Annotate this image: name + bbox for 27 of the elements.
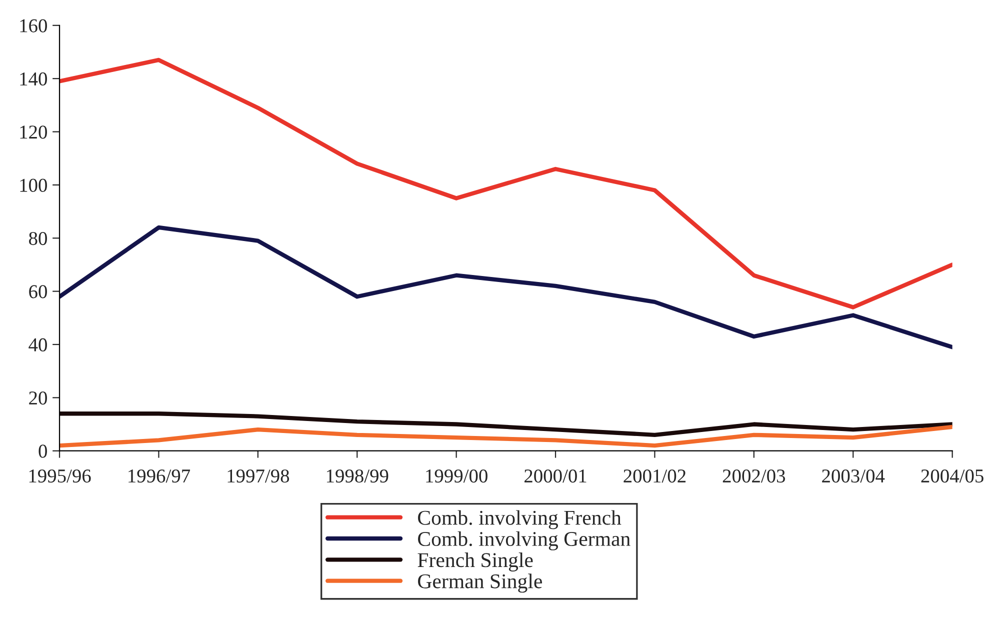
x-tick-label: 1997/98 — [228, 469, 290, 483]
x-tick-label: 2002/03 — [722, 469, 786, 483]
y-tick-label: 100 — [20, 178, 47, 192]
line-series — [60, 424, 952, 448]
line-series — [60, 58, 952, 310]
y-tick-label: 140 — [20, 72, 47, 86]
x-tick-label: 2001/02 — [624, 469, 686, 483]
y-tick-label: 20 — [29, 391, 47, 405]
y-tick-label: 40 — [28, 338, 47, 352]
x-tick-label: 1998/99 — [326, 469, 388, 483]
x-tick-label: 1996/97 — [128, 470, 190, 483]
legend-label: Comb. involving German — [418, 531, 630, 550]
y-tick-label: 160 — [20, 19, 47, 32]
legend-label: Comb. involving French — [418, 510, 622, 530]
line-series — [60, 225, 952, 350]
x-tick-label: 1995/96 — [29, 470, 91, 483]
y-tick-label: 80 — [29, 232, 47, 246]
line-series — [60, 412, 952, 437]
x-tick-label: 2000/01 — [524, 469, 586, 483]
y-tick-label: 120 — [20, 126, 47, 139]
y-tick-label: 60 — [29, 285, 47, 298]
x-tick-label: 1999/00 — [426, 469, 488, 483]
legend-label: German Single — [418, 574, 542, 593]
x-tick-label: 2004/05 — [921, 469, 984, 483]
x-tick-label: 2003/04 — [822, 469, 885, 483]
y-tick-label: 0 — [38, 444, 47, 458]
legend-label: French Single — [418, 552, 533, 572]
